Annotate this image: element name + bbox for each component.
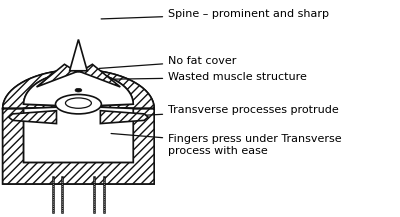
Polygon shape <box>24 72 133 162</box>
Polygon shape <box>9 111 56 124</box>
Polygon shape <box>36 64 76 87</box>
Ellipse shape <box>56 94 101 114</box>
Polygon shape <box>80 64 120 87</box>
Text: Wasted muscle structure: Wasted muscle structure <box>101 72 307 82</box>
Text: Fingers press under Transverse
process with ease: Fingers press under Transverse process w… <box>111 133 342 156</box>
Polygon shape <box>100 111 148 124</box>
Ellipse shape <box>75 88 82 92</box>
Polygon shape <box>3 70 154 184</box>
Ellipse shape <box>66 98 91 108</box>
Polygon shape <box>70 39 87 71</box>
Polygon shape <box>24 72 133 162</box>
Text: Spine – prominent and sharp: Spine – prominent and sharp <box>101 9 329 19</box>
Text: Transverse processes protrude: Transverse processes protrude <box>111 105 339 117</box>
Text: No fat cover: No fat cover <box>99 56 236 68</box>
Polygon shape <box>3 70 154 184</box>
